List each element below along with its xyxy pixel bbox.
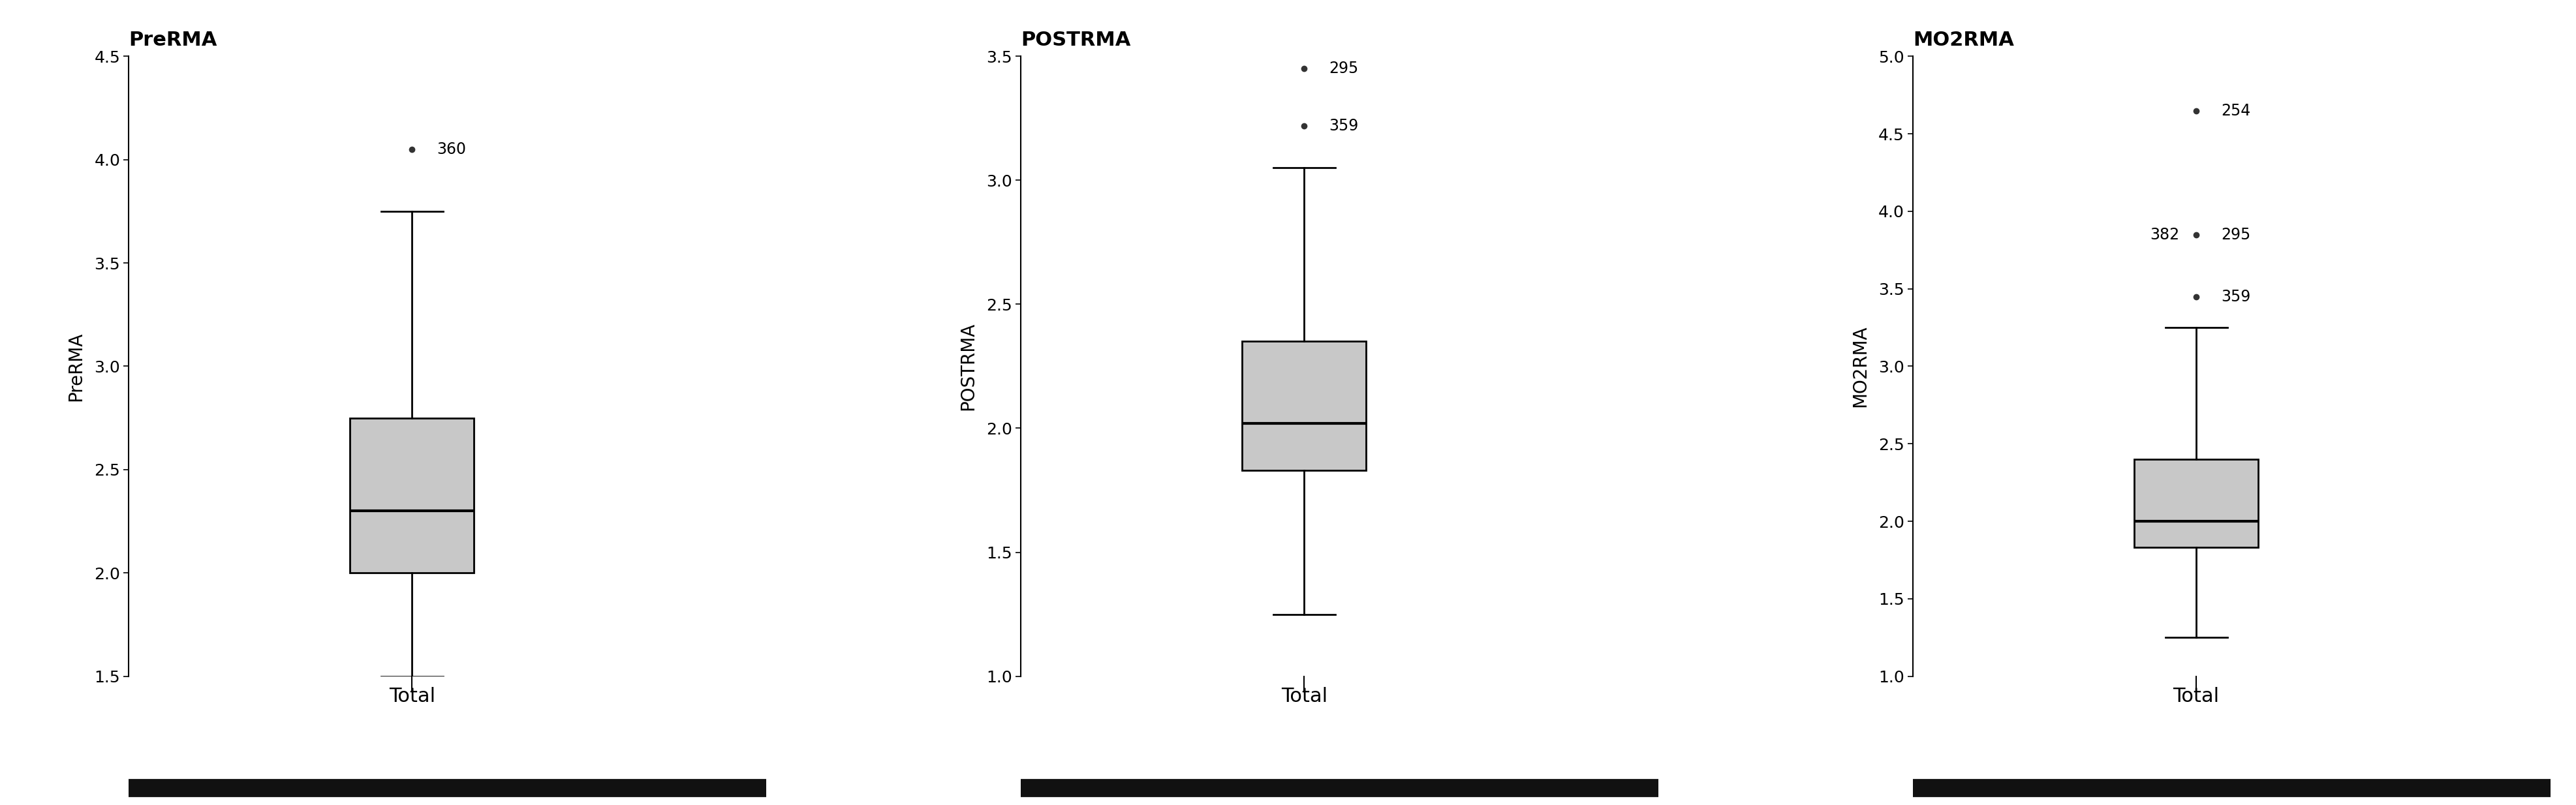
Text: 295: 295 [2221, 227, 2251, 242]
Text: 254: 254 [2221, 103, 2251, 118]
PathPatch shape [2136, 459, 2259, 547]
Text: PreRMA: PreRMA [129, 31, 216, 49]
Text: POSTRMA: POSTRMA [1020, 31, 1131, 49]
Text: MO2RMA: MO2RMA [1914, 31, 2014, 49]
Text: 359: 359 [1329, 118, 1358, 134]
Y-axis label: MO2RMA: MO2RMA [1852, 325, 1870, 407]
Text: 382: 382 [2151, 227, 2179, 242]
Text: 295: 295 [1329, 61, 1358, 76]
PathPatch shape [350, 418, 474, 573]
Y-axis label: POSTRMA: POSTRMA [958, 322, 976, 411]
Y-axis label: PreRMA: PreRMA [67, 332, 85, 401]
Text: 359: 359 [2221, 289, 2251, 304]
PathPatch shape [1242, 341, 1365, 470]
Text: 360: 360 [438, 142, 466, 157]
